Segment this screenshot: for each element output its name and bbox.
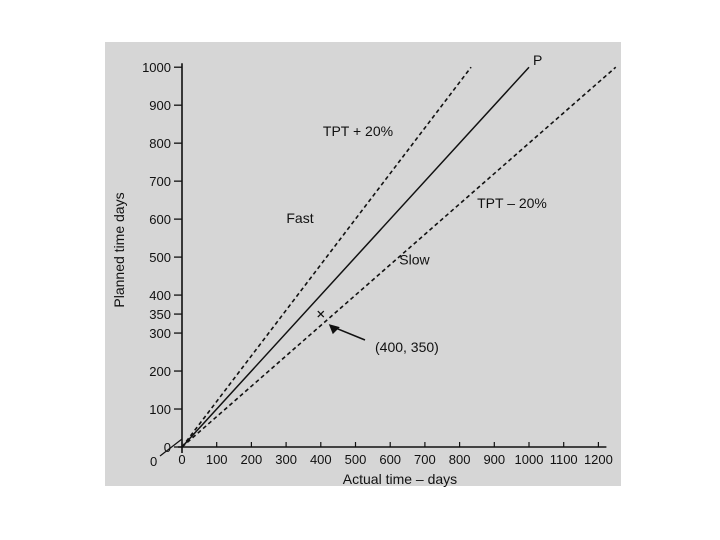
series-label: TPT – 20% (477, 195, 547, 211)
y-tick-label: 0 (164, 440, 171, 455)
series-line (181, 66, 530, 448)
y-tick-label: 200 (149, 364, 171, 379)
y-tick-label: 700 (149, 174, 171, 189)
x-tick-label: 700 (414, 452, 436, 467)
y-tick-label: 600 (149, 212, 171, 227)
y-tick-label: 500 (149, 250, 171, 265)
origin-label: 0 (150, 454, 157, 469)
x-axis-title: Actual time – days (343, 471, 457, 487)
region-label: Slow (399, 252, 430, 268)
y-tick-label: 400 (149, 288, 171, 303)
region-label: Fast (286, 210, 313, 226)
point-label: (400, 350) (375, 339, 439, 355)
y-tick-label: 800 (149, 136, 171, 151)
y-tick-label: 300 (149, 326, 171, 341)
x-tick-label: 1000 (515, 452, 544, 467)
y-tick-label: 100 (149, 402, 171, 417)
x-tick-label: 900 (483, 452, 505, 467)
x-tick-label: 200 (241, 452, 263, 467)
y-tick-label: 900 (149, 98, 171, 113)
series-line (181, 66, 617, 448)
y-tick-label: 1000 (142, 60, 171, 75)
series-lines: P TPT + 20% TPT – 20% (181, 52, 617, 448)
x-tick-label: 800 (449, 452, 471, 467)
point-marker (317, 310, 325, 318)
y-tick-label: 350 (149, 307, 171, 322)
x-tick-label: 100 (206, 452, 228, 467)
scanned-page-background (105, 42, 621, 486)
series-label: TPT + 20% (323, 123, 393, 139)
x-tick-label: 500 (345, 452, 367, 467)
x-tick-label: 1200 (584, 452, 613, 467)
y-axis-title: Planned time days (111, 192, 127, 307)
annotations: Fast Slow (400, 350) (286, 210, 438, 355)
x-tick-label: 600 (379, 452, 401, 467)
origin-lead-line (159, 438, 183, 457)
x-tick-label: 0 (178, 452, 185, 467)
x-tick-label: 400 (310, 452, 332, 467)
x-tick-label: 1100 (550, 452, 578, 467)
series-line (181, 66, 472, 448)
x-tick-label: 300 (275, 452, 297, 467)
axes: 0 100 200 300 350 400 500 600 700 800 900 1000 0 100 2… (111, 60, 613, 487)
series-label: P (533, 52, 542, 68)
point-arrow-head (328, 324, 340, 335)
